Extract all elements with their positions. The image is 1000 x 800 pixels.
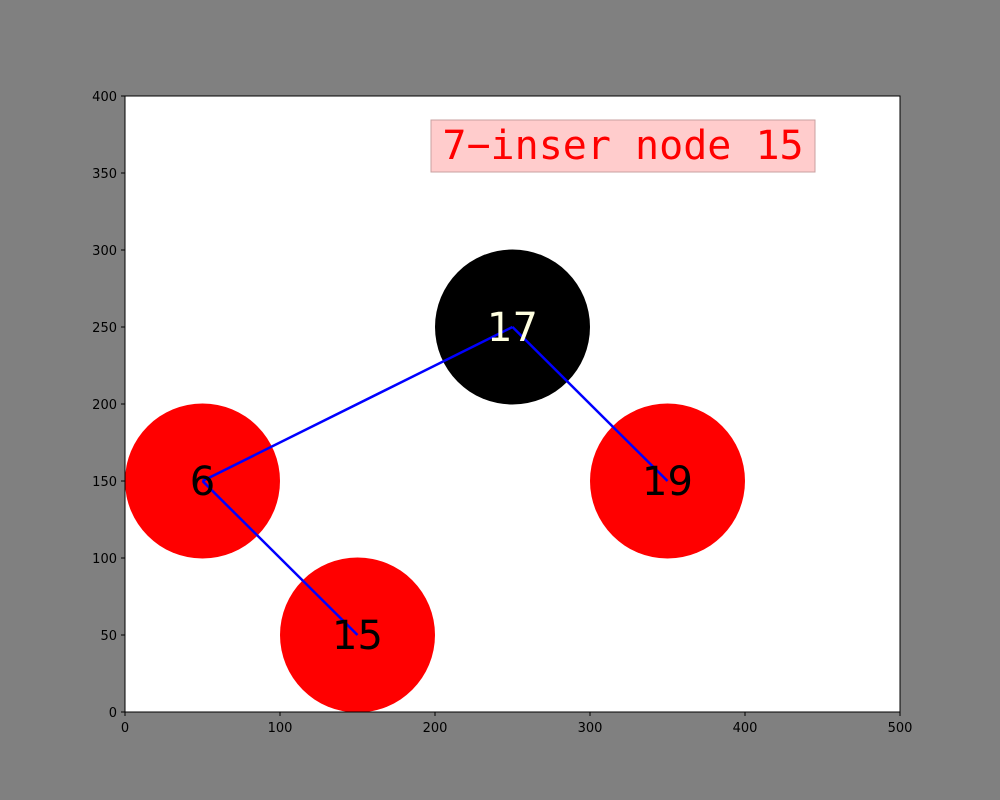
node-19-label: 19 (642, 459, 693, 505)
node-15-label: 15 (332, 613, 383, 659)
y-tick-label: 0 (109, 706, 117, 721)
y-tick-label: 350 (92, 167, 117, 182)
diagram-title: 7−inser node 15 (442, 123, 803, 169)
node-17-label: 17 (487, 305, 538, 351)
edge-17-6 (201, 325, 514, 483)
axis-ticks: 0 100 200 300 400 500 0 50 100 150 200 250 300 350 400 (92, 90, 912, 736)
tree-edges (201, 325, 669, 636)
y-tick-label: 50 (100, 629, 117, 644)
edge-6-15 (201, 480, 359, 636)
x-tick-label: 200 (423, 721, 448, 736)
node-6-label: 6 (190, 459, 215, 505)
x-tick-label: 100 (268, 721, 293, 736)
x-tick-label: 500 (888, 721, 913, 736)
axes-frame (124, 95, 901, 713)
y-tick-label: 300 (92, 244, 117, 259)
x-tick-label: 400 (733, 721, 758, 736)
y-tick-label: 400 (92, 90, 117, 105)
y-tick-label: 100 (92, 552, 117, 567)
title-box (430, 119, 816, 173)
edge-17-19 (511, 326, 669, 482)
x-tick-label: 300 (578, 721, 603, 736)
x-tick-label: 0 (121, 721, 129, 736)
y-tick-label: 150 (92, 475, 117, 490)
y-tick-label: 200 (92, 398, 117, 413)
node-labels: 17 6 19 15 (190, 305, 693, 659)
y-tick-label: 250 (92, 321, 117, 336)
